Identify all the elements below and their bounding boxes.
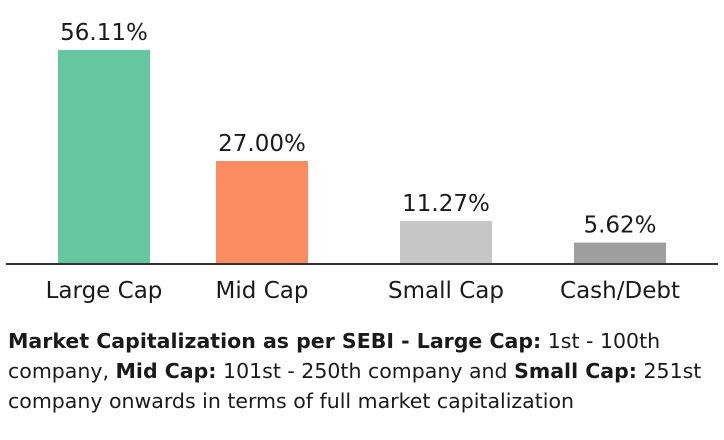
value-labels-group: 56.11% 27.00% 11.27% 5.62% (60, 20, 656, 239)
category-label-small-cap: Small Cap (388, 278, 504, 304)
category-label-cash-debt: Cash/Debt (560, 278, 680, 304)
footnote-small-cap-label: Small Cap: (514, 359, 637, 383)
bars-group (58, 50, 666, 264)
footnote: Market Capitalization as per SEBI - Larg… (8, 326, 718, 416)
footnote-large-cap-label: Large Cap: (416, 329, 542, 353)
bar-chart: 56.11% 27.00% 11.27% 5.62% Large Cap Mid Cap… (6, 20, 718, 304)
category-label-large-cap: Large Cap (46, 278, 163, 304)
footnote-lead: Market Capitalization as per SEBI - (8, 329, 417, 353)
value-label-cash-debt: 5.62% (583, 213, 656, 239)
category-label-mid-cap: Mid Cap (216, 278, 309, 304)
footnote-small-cap-text: 251st company onwards in terms of full m… (8, 359, 702, 413)
value-label-large-cap: 56.11% (60, 20, 148, 46)
footnote-mid-cap-text: 101st - 250th company and (216, 359, 515, 383)
bar-small-cap (400, 221, 492, 264)
bar-mid-cap (216, 161, 308, 264)
bar-cash-debt (574, 242, 666, 264)
bar-large-cap (58, 50, 150, 264)
footnote-mid-cap-label: Mid Cap: (115, 359, 217, 383)
category-labels-group: Large Cap Mid Cap Small Cap Cash/Debt (46, 278, 680, 304)
value-label-mid-cap: 27.00% (218, 131, 306, 157)
footnote-large-cap-text: 1st - 100th company, (8, 329, 661, 383)
value-label-small-cap: 11.27% (402, 191, 490, 217)
